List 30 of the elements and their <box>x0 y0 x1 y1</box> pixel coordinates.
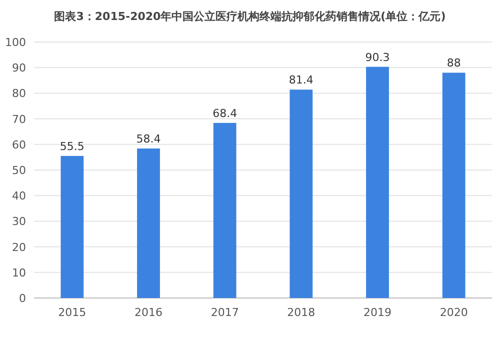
data-label: 58.4 <box>136 132 161 146</box>
y-tick-label: 0 <box>19 292 26 305</box>
y-tick-label: 60 <box>12 138 26 152</box>
bar <box>137 148 160 298</box>
y-tick-label: 10 <box>12 266 26 280</box>
x-tick-label: 2020 <box>440 306 468 319</box>
y-tick-label: 50 <box>12 164 26 177</box>
y-tick-label: 100 <box>5 36 26 49</box>
y-tick-label: 70 <box>12 112 26 126</box>
bar <box>213 122 236 298</box>
y-tick-label: 30 <box>12 215 26 228</box>
x-tick-label: 2017 <box>210 306 239 319</box>
x-tick-label: 2015 <box>58 306 86 319</box>
data-label: 88 <box>446 56 461 70</box>
x-tick-label: 2018 <box>287 306 316 319</box>
x-tick-label: 2016 <box>134 306 162 319</box>
bar <box>60 156 84 298</box>
chart-title: 图表3：2015-2020年中国公立医疗机构终端抗抑郁化药销售情况(单位：亿元) <box>54 10 446 23</box>
x-tick-label: 2019 <box>364 306 392 319</box>
data-label: 55.5 <box>60 140 84 153</box>
y-tick-label: 40 <box>12 190 26 203</box>
y-tick-label: 20 <box>12 240 26 254</box>
data-label: 90.3 <box>365 50 390 64</box>
y-tick-label: 80 <box>12 87 26 100</box>
y-tick-label: 90 <box>12 62 26 75</box>
data-label: 68.4 <box>212 106 238 120</box>
bar <box>366 66 389 298</box>
bar <box>290 90 313 298</box>
bar <box>442 72 466 298</box>
data-label: 81.4 <box>288 74 314 87</box>
